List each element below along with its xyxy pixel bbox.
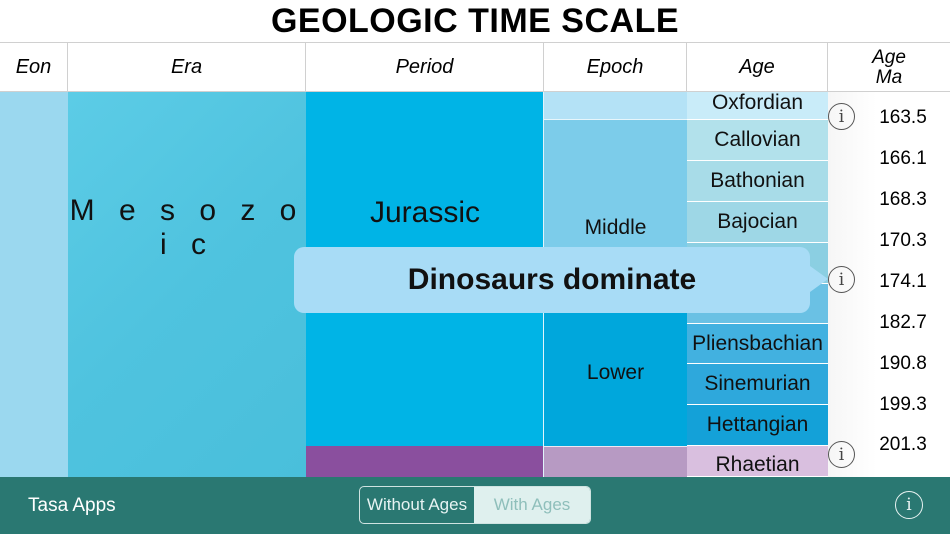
ma-value: 166.1 [879,148,927,169]
age-cell[interactable]: Hettangian [687,405,828,446]
age-cell[interactable]: Pliensbachian [687,324,828,364]
age-cell[interactable]: Rhaetian [687,446,828,477]
app-title: GEOLOGIC TIME SCALE [270,2,680,40]
age-label: Hettangian [706,413,809,436]
eon-column-phanerozoic[interactable] [0,92,68,477]
ma-value: 182.7 [879,312,927,333]
age-cell[interactable]: Oxfordian [687,92,828,120]
ma-value: 190.8 [879,353,927,374]
era-mesozoic[interactable]: M e s o z o i c [68,92,306,477]
header-age: Age [687,43,828,92]
header-age-ma-line2: Ma [875,66,903,88]
info-icon[interactable]: i [828,266,855,293]
epoch-lower-label: Lower [586,361,645,384]
info-icon[interactable]: i [828,103,855,130]
event-tooltip[interactable]: Dinosaurs dominate [294,247,810,313]
tooltip-pointer-icon [810,266,828,292]
epoch-lower-jurassic[interactable]: Lower [544,310,687,446]
header-age-ma: Age Ma [828,43,950,92]
ma-value: 174.1 [879,271,927,292]
ages-segmented-control[interactable]: Without Ages With Ages [359,486,591,524]
header-eon: Eon [0,43,68,92]
age-label: Callovian [714,128,801,151]
age-label: Rhaetian [715,453,800,476]
age-label: Pliensbachian [692,331,823,355]
header-age-ma-line1: Age [872,46,906,68]
ma-value: 201.3 [879,434,927,455]
header-epoch: Epoch [544,43,687,92]
age-label: Sinemurian [704,372,811,395]
period-jurassic-label: Jurassic [369,196,481,229]
age-label: Oxfordian [711,92,804,114]
header-era: Era [68,43,306,92]
period-triassic[interactable] [306,446,544,477]
epoch-middle-label: Middle [584,216,647,239]
epoch-late-triassic[interactable] [544,446,687,477]
segment-with-ages[interactable]: With Ages [474,487,590,523]
age-label: Bajocian [717,210,798,233]
age-label: Bathonian [710,169,805,192]
brand-label[interactable]: Tasa Apps [28,495,116,516]
age-cell[interactable]: Bathonian [687,161,828,202]
info-icon[interactable]: i [828,441,855,468]
age-cell[interactable]: Bajocian [687,202,828,243]
ma-value: 199.3 [879,394,927,415]
age-cell[interactable]: Sinemurian [687,364,828,405]
header-period: Period [306,43,544,92]
segment-without-ages[interactable]: Without Ages [366,495,468,514]
footer-info-icon[interactable]: i [895,491,923,519]
ma-value: 170.3 [879,230,927,251]
era-label: M e s o z o i c [69,194,305,261]
ma-value: 163.5 [879,107,927,128]
ma-value: 168.3 [879,189,927,210]
column-header-row: Eon Era Period Epoch Age Age Ma [0,42,950,92]
age-cell[interactable]: Callovian [687,120,828,161]
epoch-upper-jurassic[interactable] [544,92,687,120]
